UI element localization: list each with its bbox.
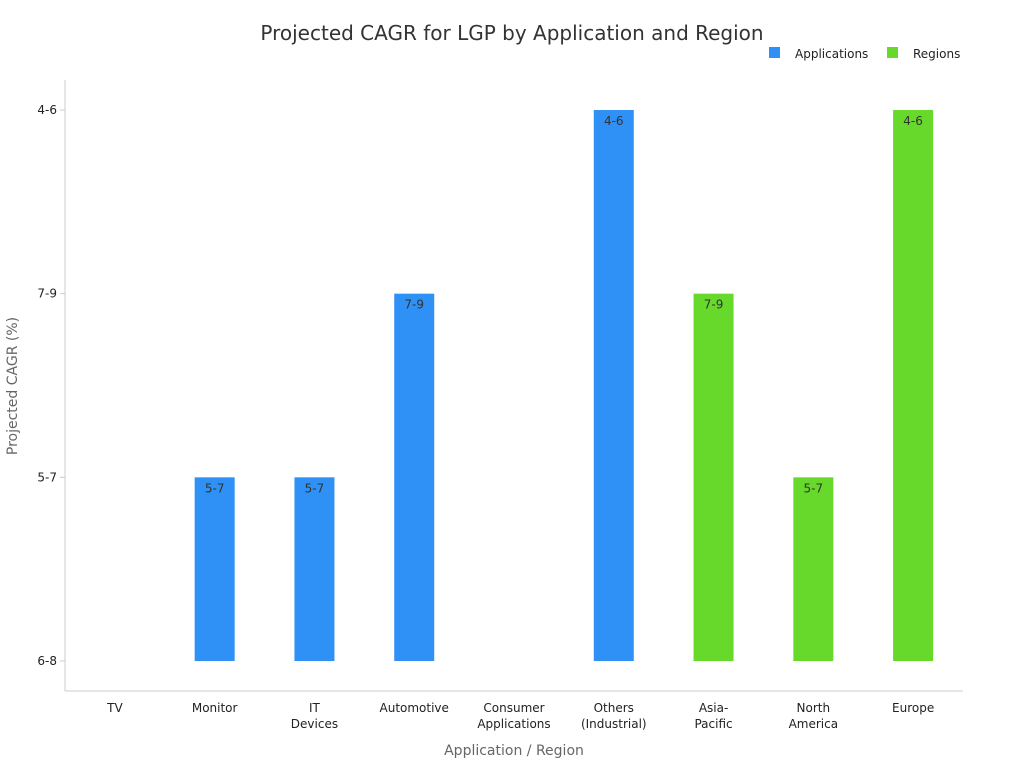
y-tick-label: 6-8 [37, 654, 57, 668]
legend-swatch-applications [769, 47, 780, 58]
bar-regions [793, 477, 834, 661]
legend-label-applications: Applications [795, 47, 868, 61]
x-tick-label: North America [789, 701, 839, 731]
x-tick-label: Asia-Pacific [694, 701, 732, 731]
x-axis-ticks: TV Monitor IT Devices Automotive Consumer Appl… [106, 701, 934, 731]
bar-applications [394, 293, 435, 661]
y-axis-ticks: 6-8 5-7 7-9 4-6 [37, 103, 65, 668]
y-tick-label: 5-7 [37, 470, 57, 484]
x-tick-label: Automotive [380, 701, 449, 715]
bar-regions [893, 110, 934, 661]
x-tick-label: TV [106, 701, 123, 715]
x-axis-title: Application / Region [444, 743, 584, 759]
bar-applications [294, 477, 335, 661]
y-tick-label: 4-6 [37, 103, 57, 117]
y-tick-label: 7-9 [37, 287, 57, 301]
bar-data-label: 5-7 [205, 481, 225, 495]
legend: Applications Regions [769, 47, 960, 61]
chart-title: Projected CAGR for LGP by Application an… [260, 21, 763, 45]
x-tick-label: Monitor [192, 701, 238, 715]
x-tick-label: IT Devices [291, 701, 338, 731]
legend-swatch-regions [887, 47, 898, 58]
x-tick-label: Consumer Applications [477, 701, 550, 731]
bar-data-label: 7-9 [404, 298, 424, 312]
bar-regions [693, 293, 734, 661]
bar-applications [593, 110, 634, 661]
bar-data-label: 5-7 [305, 481, 325, 495]
bar-data-label: 4-6 [903, 114, 923, 128]
legend-label-regions: Regions [913, 47, 960, 61]
x-tick-label: Others (Industrial) [581, 701, 647, 731]
bar-data-label: 7-9 [704, 298, 724, 312]
bar-data-label: 4-6 [604, 114, 624, 128]
y-axis-title: Projected CAGR (%) [5, 317, 21, 455]
bar-data-label: 5-7 [804, 481, 824, 495]
bar-applications [194, 477, 235, 661]
x-tick-label: Europe [892, 701, 934, 715]
bars: 5-7 5-7 7-9 4-6 7-9 5-7 4-6 [194, 110, 934, 661]
